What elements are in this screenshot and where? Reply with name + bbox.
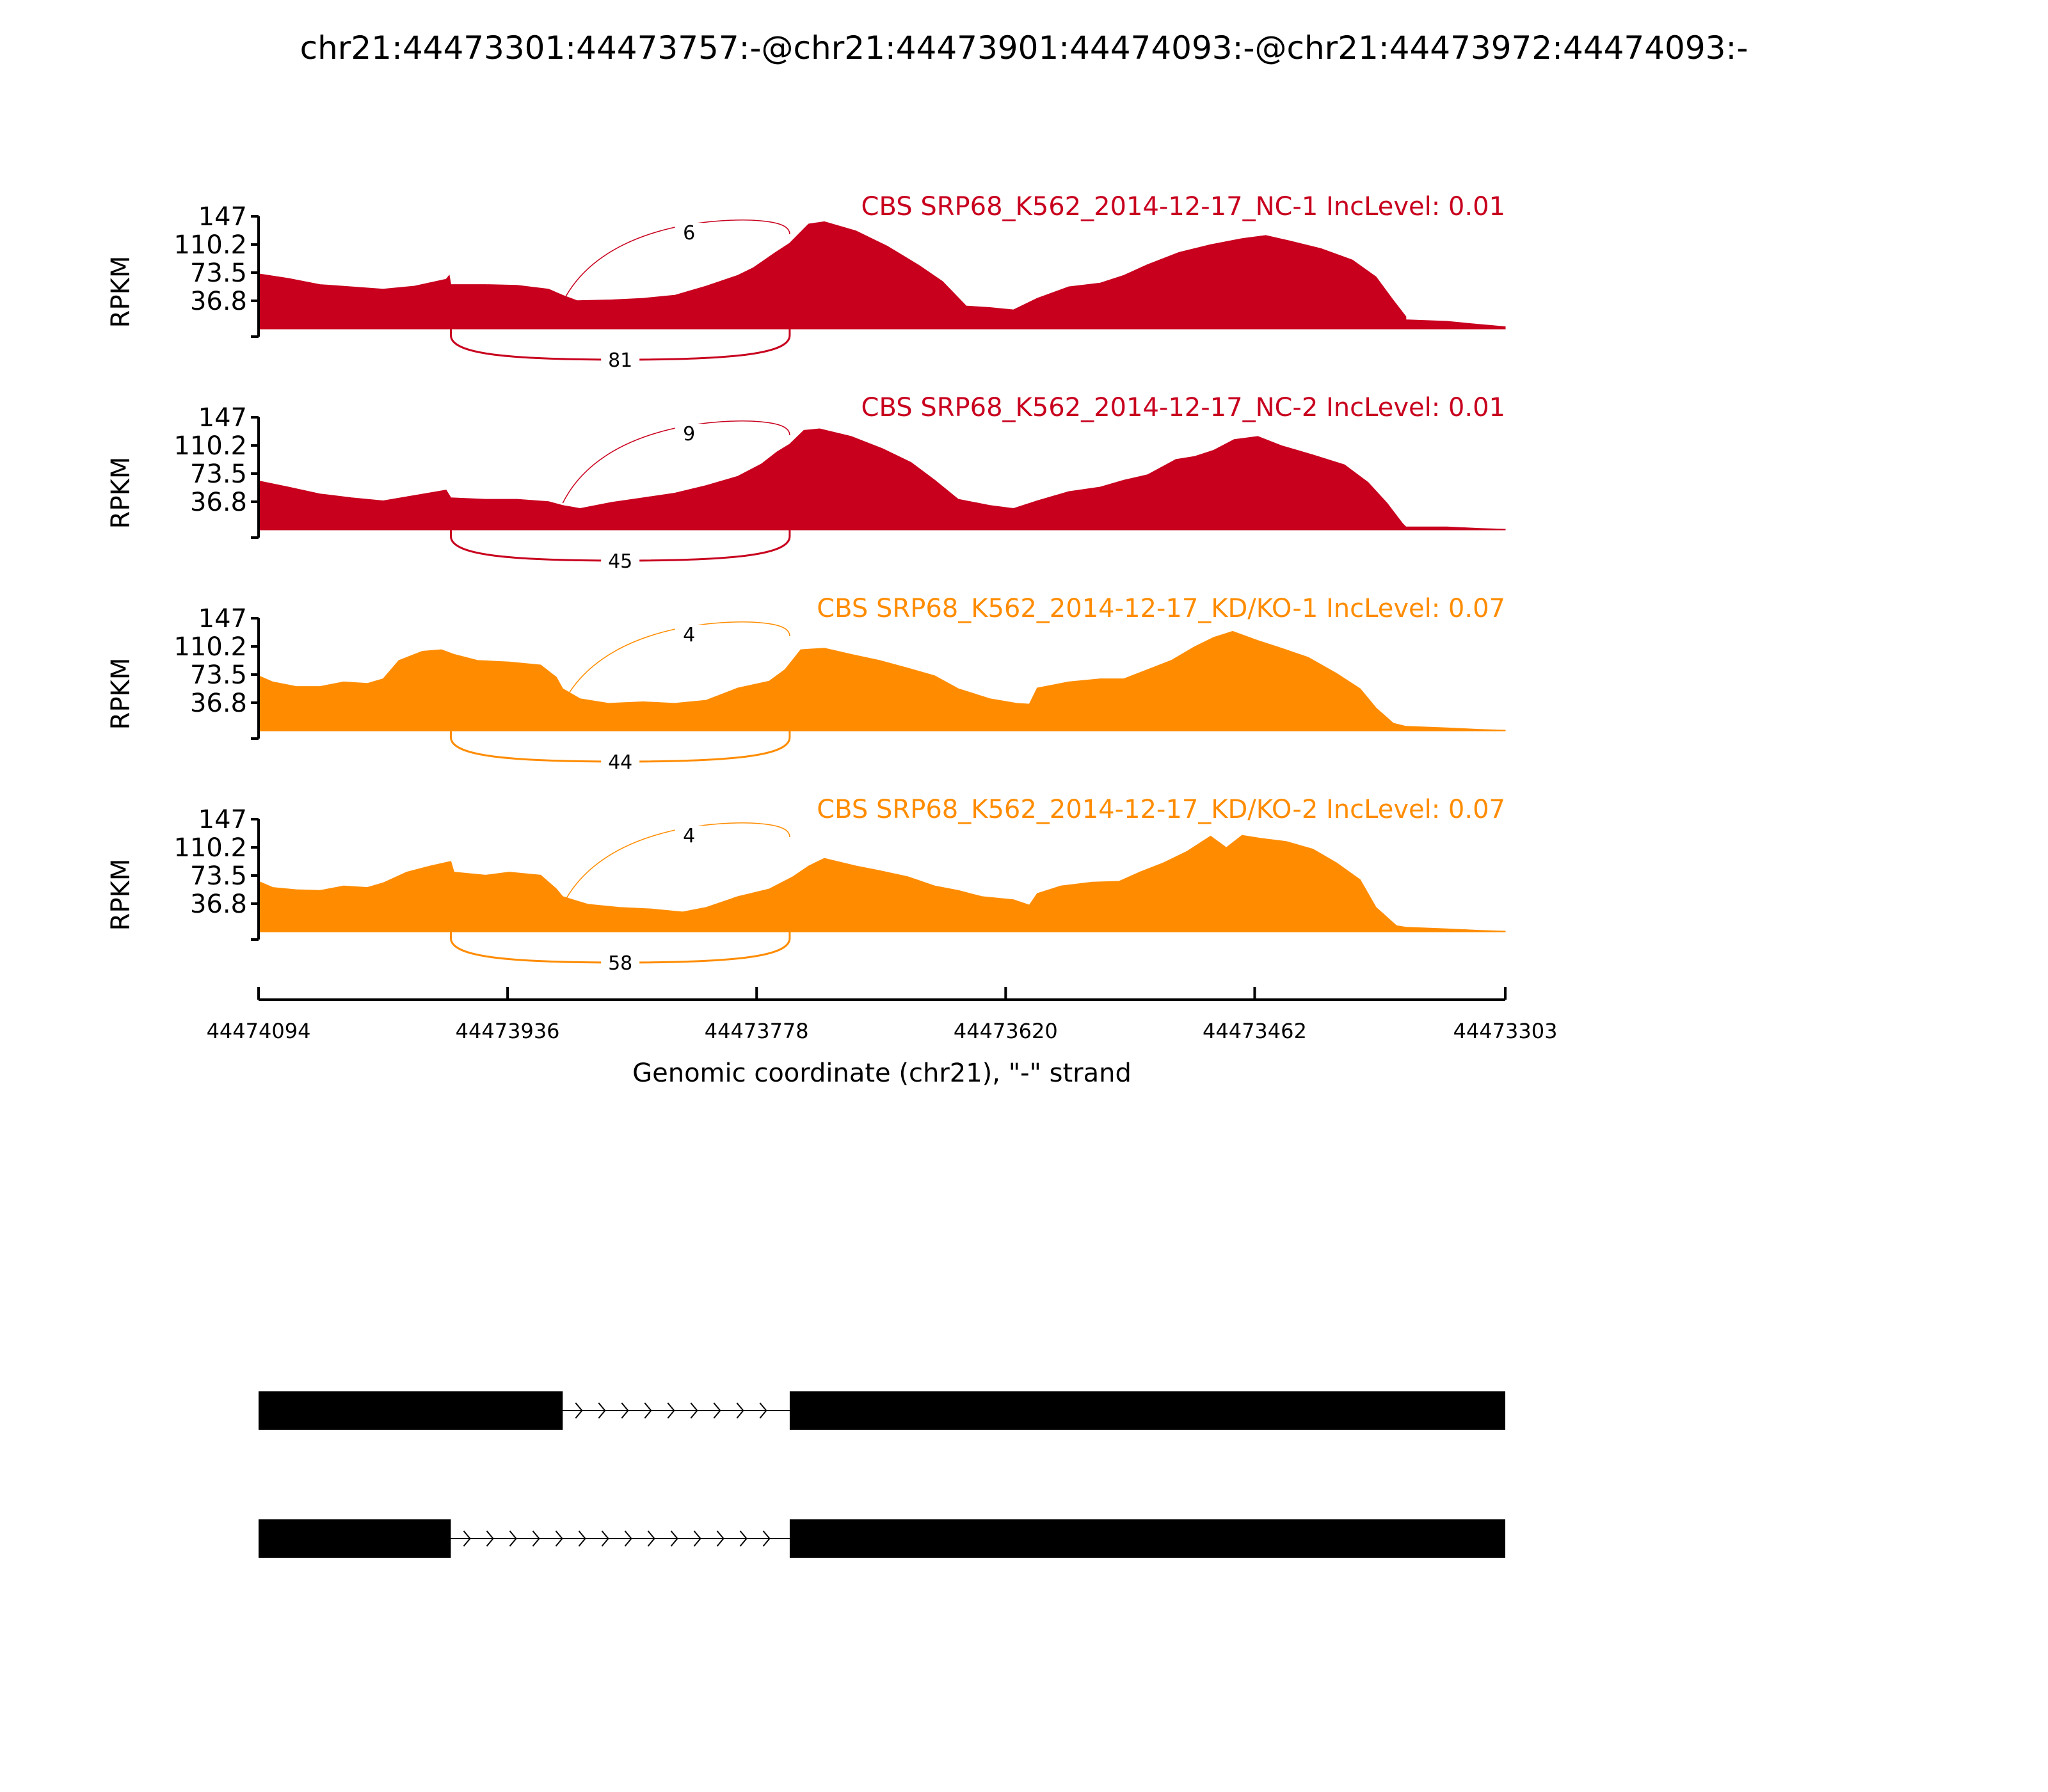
junction-label-bg [675, 223, 703, 244]
strand-arrow [578, 1530, 586, 1547]
y-tick-label: 36.8 [190, 689, 247, 718]
inclusion-read-count: 6 [683, 222, 695, 244]
x-tick-label: 44473303 [1453, 1019, 1558, 1043]
inclusion-junction-arc [562, 220, 790, 303]
skipping-read-count: 45 [608, 550, 632, 573]
strand-arrow [601, 1530, 609, 1547]
figure-title: chr21:44473301:44473757:-@chr21:44473901… [300, 29, 1748, 67]
coverage-area [258, 428, 1506, 531]
strand-arrow [621, 1402, 629, 1419]
x-tick-label: 44473778 [705, 1019, 809, 1043]
sample-label: CBS SRP68_K562_2014-12-17_NC-2 IncLevel:… [861, 393, 1505, 422]
strand-arrow [509, 1530, 517, 1547]
strand-arrow [598, 1402, 606, 1419]
coverage-area [258, 221, 1506, 330]
exon-block [259, 1391, 563, 1430]
strand-arrow [575, 1402, 583, 1419]
strand-arrow [739, 1530, 748, 1547]
y-axis-label: RPKM [106, 457, 136, 529]
exon-block [259, 1519, 451, 1558]
y-tick-label: 147 [198, 805, 247, 835]
skipping-read-count: 81 [608, 349, 632, 372]
inclusion-junction-arc [562, 621, 790, 705]
strand-arrow [463, 1530, 471, 1547]
x-tick-label: 44473462 [1203, 1019, 1307, 1043]
junction-label-bg [601, 951, 640, 974]
y-tick-label: 36.8 [190, 488, 247, 517]
exon-block [789, 1391, 1505, 1430]
strand-arrow [532, 1530, 540, 1547]
strand-arrow [555, 1530, 563, 1547]
y-tick-label: 73.5 [190, 460, 247, 489]
junction-label-bg [601, 750, 640, 773]
x-tick-label: 44474094 [207, 1019, 311, 1043]
coverage-area [258, 835, 1506, 932]
y-tick-label: 73.5 [190, 660, 247, 690]
inclusion-read-count: 4 [683, 825, 695, 847]
inclusion-read-count: 4 [683, 624, 695, 646]
y-tick-label: 36.8 [190, 890, 247, 919]
strand-arrow [647, 1530, 655, 1547]
inclusion-junction-arc [562, 822, 790, 906]
skipping-read-count: 44 [608, 751, 632, 774]
gene-model [259, 1391, 1505, 1430]
gene-model [259, 1519, 1505, 1558]
skipping-read-count: 58 [608, 952, 632, 975]
sample-label: CBS SRP68_K562_2014-12-17_KD/KO-2 IncLev… [817, 795, 1505, 824]
strand-arrow [624, 1530, 632, 1547]
y-axis-label: RPKM [106, 859, 136, 931]
y-tick-label: 147 [198, 403, 247, 433]
x-tick-label: 44473936 [456, 1019, 560, 1043]
coverage-area [258, 630, 1506, 732]
y-tick-label: 36.8 [190, 287, 247, 316]
strand-arrow [762, 1530, 771, 1547]
y-axis-label: RPKM [106, 256, 136, 328]
x-tick-label: 44473620 [954, 1019, 1058, 1043]
y-tick-label: 73.5 [190, 259, 247, 288]
exon-block [789, 1519, 1505, 1558]
strand-arrow [736, 1402, 744, 1419]
strand-arrow [486, 1530, 494, 1547]
x-axis: 44474094 44473936 44473778 44473620 44473462… [207, 987, 1558, 1043]
sample-label: CBS SRP68_K562_2014-12-17_NC-1 IncLevel:… [861, 192, 1505, 221]
junction-label-bg [675, 826, 703, 847]
strand-arrow [713, 1402, 721, 1419]
x-axis-label: Genomic coordinate (chr21), "-" strand [632, 1059, 1132, 1088]
strand-arrow [644, 1402, 652, 1419]
strand-arrow [716, 1530, 724, 1547]
y-tick-label: 110.2 [173, 632, 247, 662]
y-tick-label: 110.2 [173, 431, 247, 461]
strand-arrow [693, 1530, 701, 1547]
strand-arrow [667, 1402, 675, 1419]
junction-label-bg [601, 549, 640, 572]
strand-arrow [670, 1530, 678, 1547]
junction-label-bg [675, 625, 703, 646]
y-tick-label: 147 [198, 604, 247, 634]
gene-models [259, 1391, 1505, 1558]
strand-arrow [759, 1402, 767, 1419]
y-tick-label: 147 [198, 202, 247, 232]
junction-label-bg [675, 424, 703, 445]
y-tick-label: 110.2 [173, 833, 247, 863]
sample-label: CBS SRP68_K562_2014-12-17_KD/KO-1 IncLev… [817, 594, 1505, 623]
y-tick-label: 110.2 [173, 230, 247, 260]
inclusion-read-count: 9 [683, 423, 695, 445]
y-axis-label: RPKM [106, 658, 136, 730]
junction-label-bg [601, 348, 640, 371]
inclusion-junction-arc [562, 420, 790, 504]
y-tick-label: 73.5 [190, 861, 247, 891]
strand-arrow [690, 1402, 698, 1419]
